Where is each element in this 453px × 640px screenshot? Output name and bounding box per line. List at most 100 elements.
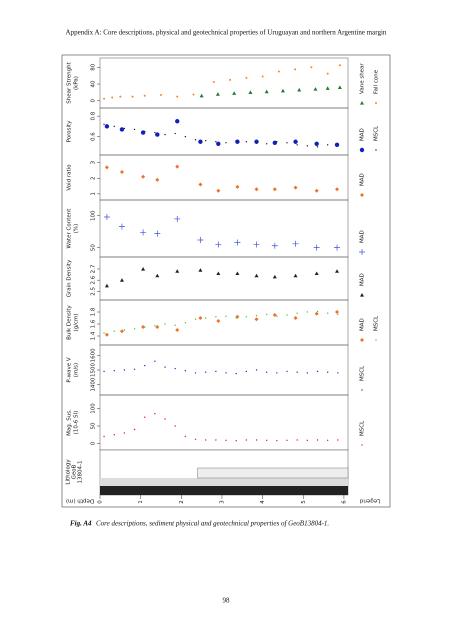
data-point xyxy=(155,132,160,137)
figure-frame xyxy=(61,54,391,508)
data-point xyxy=(286,439,288,442)
data-point xyxy=(155,273,160,278)
data-point xyxy=(254,273,259,278)
data-point xyxy=(334,244,341,251)
data-point xyxy=(255,369,258,371)
lithology-fill xyxy=(100,478,348,486)
panel-label: P-wave V xyxy=(67,357,73,382)
data-point xyxy=(235,140,237,142)
data-point xyxy=(306,145,309,147)
data-point xyxy=(335,269,340,273)
data-point xyxy=(294,68,297,71)
panel-label: (%) xyxy=(74,224,80,234)
data-point xyxy=(103,123,105,126)
x-tick-label: 3 xyxy=(219,500,225,504)
data-point xyxy=(326,72,329,75)
data-point xyxy=(198,316,203,320)
data-point xyxy=(265,439,268,442)
data-point xyxy=(225,315,227,317)
data-point xyxy=(113,125,115,128)
data-point xyxy=(245,316,248,318)
data-point xyxy=(133,428,136,431)
data-point xyxy=(141,174,146,179)
data-point xyxy=(216,319,221,323)
data-point xyxy=(176,95,179,98)
data-point xyxy=(313,87,318,91)
data-point xyxy=(119,329,124,334)
data-point xyxy=(131,95,134,98)
data-point xyxy=(194,318,197,320)
legend-symbol xyxy=(375,339,377,341)
data-point xyxy=(296,312,298,314)
data-point xyxy=(306,439,309,442)
data-point xyxy=(184,322,187,324)
data-point xyxy=(113,330,115,332)
data-point xyxy=(215,439,217,441)
data-point xyxy=(119,127,125,132)
data-point xyxy=(313,244,320,251)
data-point xyxy=(113,434,115,436)
data-point xyxy=(245,76,248,79)
data-point xyxy=(261,75,264,78)
data-point xyxy=(248,90,253,95)
legend-label: MAD xyxy=(360,273,366,286)
data-point xyxy=(293,316,298,320)
data-point xyxy=(225,439,227,442)
legend-label: Fall cone xyxy=(374,69,380,94)
panel-label: Porosity xyxy=(67,120,73,143)
data-point xyxy=(164,366,166,368)
y-tick-label: 0.6 xyxy=(91,132,97,141)
data-point xyxy=(144,416,146,418)
x-tick-label: 0 xyxy=(98,500,104,504)
x-tick-label: 2 xyxy=(179,500,185,504)
data-point xyxy=(144,130,146,133)
y-tick-label: 1600 xyxy=(91,348,97,362)
data-point xyxy=(194,438,197,440)
legend-title: Legend xyxy=(360,498,380,504)
data-point xyxy=(271,242,278,249)
data-point xyxy=(164,418,166,420)
data-point xyxy=(154,230,161,237)
data-point xyxy=(225,372,227,374)
data-point xyxy=(194,139,197,141)
panel-label: Grain Density xyxy=(67,259,73,297)
data-point xyxy=(277,70,280,73)
data-point xyxy=(253,241,260,248)
legend-label: MAD xyxy=(360,318,366,331)
data-point xyxy=(154,325,156,327)
y-tick-label: 100 xyxy=(91,403,97,414)
data-point xyxy=(337,439,339,441)
data-point xyxy=(212,80,215,83)
caption-text: Core descriptions, sediment physical and… xyxy=(96,520,329,528)
data-point xyxy=(293,273,298,278)
data-point xyxy=(314,141,319,146)
data-point xyxy=(143,94,146,97)
data-point xyxy=(216,271,221,276)
data-point xyxy=(174,132,176,135)
lithology-label: 13804-1 xyxy=(78,461,84,484)
lithology-light xyxy=(197,467,349,479)
caption-label: Fig. A4 xyxy=(70,520,92,528)
data-point xyxy=(215,316,217,318)
data-point xyxy=(276,372,278,374)
data-point xyxy=(276,315,278,317)
data-point xyxy=(144,326,146,328)
data-point xyxy=(314,311,319,316)
data-point xyxy=(235,271,240,276)
y-tick-label: 1 xyxy=(91,192,97,196)
data-point xyxy=(103,214,110,221)
data-point xyxy=(272,313,277,317)
data-point xyxy=(265,371,268,373)
y-tick-label: 0 xyxy=(91,441,97,445)
legend-label: MSCL xyxy=(360,420,366,436)
data-point xyxy=(326,371,329,373)
data-point xyxy=(337,143,339,145)
data-point xyxy=(155,325,160,329)
data-point xyxy=(286,370,288,373)
data-point xyxy=(184,435,187,438)
data-point xyxy=(337,313,339,316)
data-point xyxy=(272,140,278,145)
data-point xyxy=(164,323,166,325)
data-point xyxy=(272,274,277,279)
